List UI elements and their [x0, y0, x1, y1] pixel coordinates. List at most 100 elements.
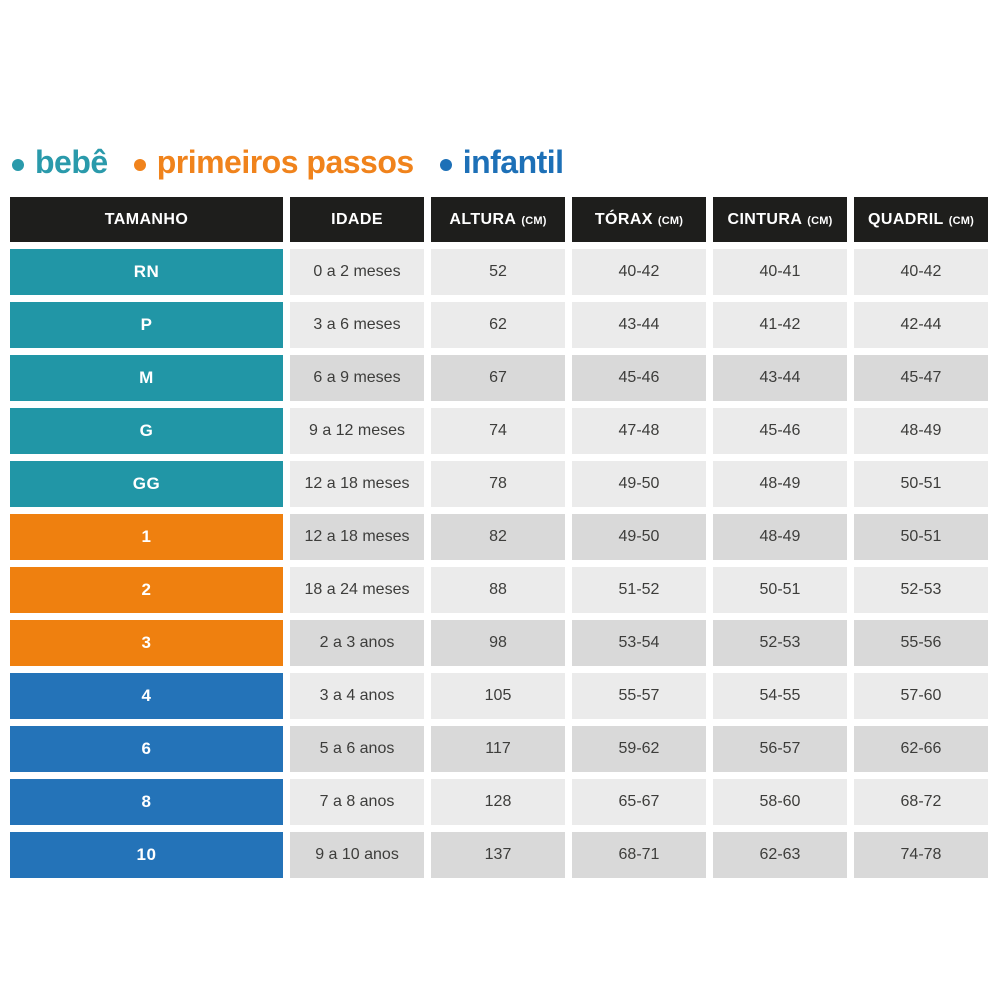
cell-idade: 5 a 6 anos: [290, 726, 424, 772]
cell-quadril: 52-53: [854, 567, 988, 613]
column-header-label: QUADRIL: [868, 210, 944, 228]
size-cell: 8: [10, 779, 283, 825]
cell-idade: 12 a 18 meses: [290, 461, 424, 507]
cell-altura: 105: [431, 673, 565, 719]
column-header-label: TÓRAX: [594, 210, 653, 228]
column-header-unit: (CM): [807, 214, 833, 227]
size-cell: M: [10, 355, 283, 401]
column-header-altura: ALTURA (CM): [431, 197, 565, 242]
legend-bullet-icon: [439, 158, 452, 171]
cell-cintura: 45-46: [713, 408, 847, 454]
column-header-label: ALTURA: [449, 210, 517, 228]
size-cell: 6: [10, 726, 283, 772]
cell-cintura: 50-51: [713, 567, 847, 613]
cell-torax: 53-54: [572, 620, 706, 666]
legend-label: infantil: [462, 144, 564, 180]
cell-cintura: 62-63: [713, 832, 847, 878]
cell-idade: 6 a 9 meses: [290, 355, 424, 401]
cell-cintura: 48-49: [713, 514, 847, 560]
cell-idade: 7 a 8 anos: [290, 779, 424, 825]
legend-bullet-icon: [12, 158, 24, 171]
cell-torax: 55-57: [572, 673, 706, 719]
legend-bullet-icon: [133, 158, 146, 171]
column-header-unit: (CM): [521, 214, 547, 227]
cell-torax: 43-44: [572, 302, 706, 348]
cell-quadril: 50-51: [854, 461, 988, 507]
size-cell: G: [10, 408, 283, 454]
column-header-label: IDADE: [331, 210, 383, 228]
cell-quadril: 74-78: [854, 832, 988, 878]
legend-label: bebê: [35, 144, 108, 180]
cell-altura: 62: [431, 302, 565, 348]
cell-altura: 78: [431, 461, 565, 507]
cell-cintura: 52-53: [713, 620, 847, 666]
cell-cintura: 41-42: [713, 302, 847, 348]
cell-torax: 65-67: [572, 779, 706, 825]
column-header-label: TAMANHO: [104, 210, 189, 228]
cell-idade: 18 a 24 meses: [290, 567, 424, 613]
cell-quadril: 45-47: [854, 355, 988, 401]
size-cell: GG: [10, 461, 283, 507]
cell-altura: 52: [431, 249, 565, 295]
cell-quadril: 50-51: [854, 514, 988, 560]
cell-quadril: 40-42: [854, 249, 988, 295]
cell-altura: 98: [431, 620, 565, 666]
cell-quadril: 68-72: [854, 779, 988, 825]
size-cell: 1: [10, 514, 283, 560]
cell-altura: 82: [431, 514, 565, 560]
cell-torax: 68-71: [572, 832, 706, 878]
cell-idade: 12 a 18 meses: [290, 514, 424, 560]
cell-idade: 3 a 4 anos: [290, 673, 424, 719]
cell-cintura: 54-55: [713, 673, 847, 719]
cell-altura: 67: [431, 355, 565, 401]
size-cell: 10: [10, 832, 283, 878]
column-header-label: CINTURA: [727, 210, 803, 228]
cell-cintura: 58-60: [713, 779, 847, 825]
cell-quadril: 55-56: [854, 620, 988, 666]
cell-altura: 88: [431, 567, 565, 613]
cell-cintura: 40-41: [713, 249, 847, 295]
size-cell: 2: [10, 567, 283, 613]
cell-idade: 9 a 12 meses: [290, 408, 424, 454]
cell-torax: 59-62: [572, 726, 706, 772]
cell-altura: 74: [431, 408, 565, 454]
cell-quadril: 62-66: [854, 726, 988, 772]
cell-altura: 117: [431, 726, 565, 772]
legend-item-bebe: bebê: [12, 144, 108, 181]
cell-idade: 2 a 3 anos: [290, 620, 424, 666]
size-cell: 3: [10, 620, 283, 666]
cell-idade: 3 a 6 meses: [290, 302, 424, 348]
cell-altura: 128: [431, 779, 565, 825]
size-table: TAMANHO IDADE ALTURA (CM) TÓRAX (CM) CIN…: [10, 197, 988, 878]
column-header-idade: IDADE: [290, 197, 424, 242]
cell-quadril: 48-49: [854, 408, 988, 454]
cell-torax: 47-48: [572, 408, 706, 454]
size-cell: 4: [10, 673, 283, 719]
legend-item-primeiros_passos: primeiros passos: [133, 144, 415, 181]
legend-item-infantil: infantil: [439, 144, 564, 181]
cell-idade: 0 a 2 meses: [290, 249, 424, 295]
size-cell: P: [10, 302, 283, 348]
legend-label: primeiros passos: [156, 144, 415, 180]
cell-quadril: 42-44: [854, 302, 988, 348]
column-header-unit: (CM): [657, 214, 684, 227]
cell-torax: 49-50: [572, 461, 706, 507]
column-header-unit: (CM): [948, 214, 974, 227]
column-header-tórax: TÓRAX (CM): [572, 197, 706, 242]
cell-cintura: 43-44: [713, 355, 847, 401]
cell-altura: 137: [431, 832, 565, 878]
column-header-tamanho: TAMANHO: [10, 197, 283, 242]
cell-cintura: 56-57: [713, 726, 847, 772]
cell-torax: 51-52: [572, 567, 706, 613]
cell-idade: 9 a 10 anos: [290, 832, 424, 878]
cell-quadril: 57-60: [854, 673, 988, 719]
column-header-cintura: CINTURA (CM): [713, 197, 847, 242]
cell-cintura: 48-49: [713, 461, 847, 507]
legend: bebê primeiros passos infantil: [12, 144, 564, 181]
cell-torax: 45-46: [572, 355, 706, 401]
cell-torax: 40-42: [572, 249, 706, 295]
cell-torax: 49-50: [572, 514, 706, 560]
size-cell: RN: [10, 249, 283, 295]
column-header-quadril: QUADRIL (CM): [854, 197, 988, 242]
